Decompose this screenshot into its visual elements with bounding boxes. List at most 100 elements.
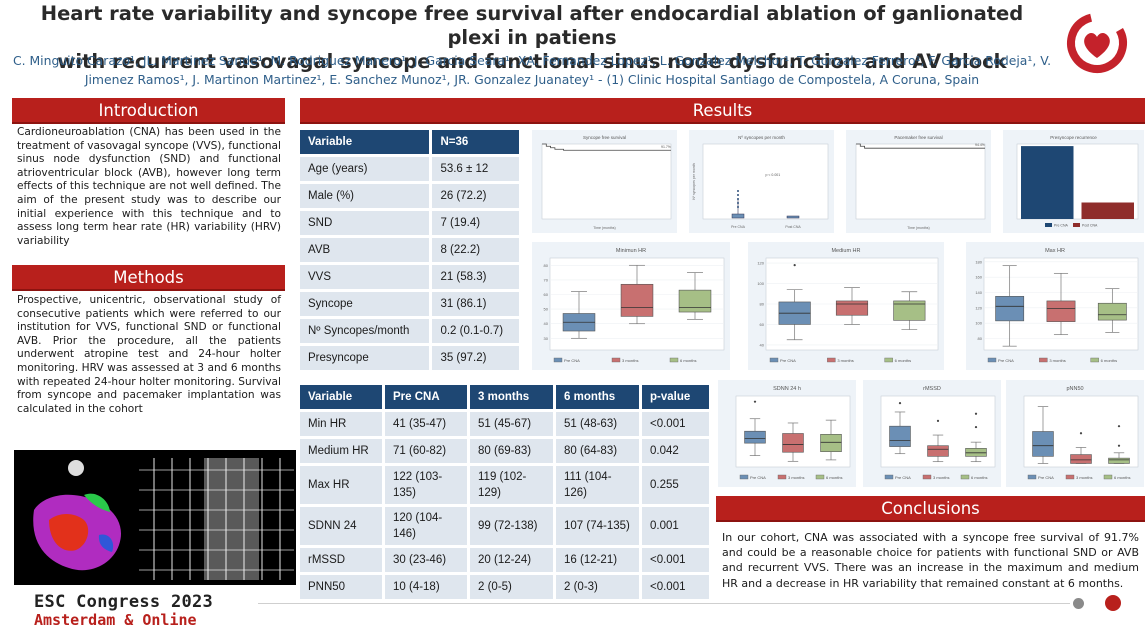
box — [1097, 302, 1127, 321]
outlier-point — [1079, 432, 1083, 435]
outlier-point — [737, 190, 739, 192]
chart-title: Pacemaker free survival — [894, 135, 942, 140]
tick-label: 40 — [760, 342, 765, 347]
table-cell: 80 (64-83) — [556, 439, 642, 463]
pnn50-chart-svg: pNN50 Pre CNA 3 months 6 months — [1023, 386, 1139, 480]
heart-logo-icon — [1067, 13, 1127, 73]
poster-title: Heart rate variability and syncope free … — [12, 2, 1052, 74]
author-list: C. Minguito Carazo¹, JL. Martinez Sande¹… — [12, 51, 1052, 89]
category-label: Pre CNA — [731, 225, 745, 229]
chart-title: Nº syncopes per month — [738, 135, 785, 140]
results-heading: Results — [300, 98, 1145, 124]
table-cell: 26 (72.2) — [432, 184, 519, 208]
grey-dot-icon — [1073, 598, 1084, 609]
outlier-point — [974, 425, 978, 429]
table-cell: 107 (74-135) — [556, 507, 642, 545]
table-cell: Presyncope — [300, 346, 433, 370]
table-cell: Max HR — [300, 466, 385, 504]
legend-swatch — [884, 357, 893, 363]
table-row: Presyncope 35 (97.2) — [300, 346, 519, 370]
table-cell: 120 (104-146) — [385, 507, 470, 545]
p-value-annotation: p < 0.001 — [766, 173, 781, 177]
survival-annotation: 91.7% — [661, 145, 671, 149]
legend-swatch — [1065, 474, 1075, 480]
legend-label: 3 months — [837, 358, 853, 363]
authors-line-1: C. Minguito Carazo¹, JL. Martinez Sande¹… — [12, 53, 1052, 68]
outlier-point — [936, 419, 940, 422]
tick-label: 40 — [544, 321, 549, 326]
table-cell: 119 (102-129) — [470, 466, 556, 504]
legend-label: 3 months — [622, 358, 638, 363]
plot-area — [855, 143, 986, 220]
tick-label: 50 — [544, 307, 549, 312]
tick-label: 160 — [975, 275, 982, 280]
table-row: Nº Syncopes/month 0.2 (0.1-0.7) — [300, 319, 519, 343]
table-cell: rMSSD — [300, 548, 385, 572]
table-header-row: Variable Pre CNA 3 months 6 months p-val… — [300, 385, 709, 409]
box — [1070, 454, 1092, 464]
introduction-text: Cardioneuroablation (CNA) has been used … — [17, 126, 281, 247]
legend-swatch — [1039, 357, 1048, 363]
table-header-cell: N=36 — [432, 130, 519, 154]
box — [889, 425, 911, 447]
table-cell: 7 (19.4) — [432, 211, 519, 235]
table-cell: Syncope — [300, 292, 433, 316]
chart-title: SDNN 24 h — [773, 386, 801, 392]
legend-label: 6 months — [1114, 475, 1130, 480]
box — [731, 213, 745, 219]
table-cell: 21 (58.3) — [432, 265, 519, 289]
box — [893, 300, 926, 321]
chart-medium-hr: Medium HR 40 60 80 100 120 Pre CNA 3 months 6 mo… — [748, 242, 944, 370]
box — [786, 215, 800, 219]
rmssd-chart-svg: rMSSD Pre CNA 3 months 6 months — [880, 386, 996, 480]
legend-label: Pre CNA — [1038, 475, 1054, 480]
box — [678, 289, 712, 313]
table-row: Min HR 41 (35-47) 51 (45-67) 51 (48-63) <0.0… — [300, 412, 709, 436]
red-dot-icon — [1105, 595, 1121, 611]
tick-label: 140 — [975, 290, 982, 295]
table-row: Max HR 122 (103-135) 119 (102-129) 111 (104… — [300, 466, 709, 504]
legend-label: 3 months — [1049, 358, 1065, 363]
chart-title: pNN50 — [1066, 386, 1083, 392]
box — [820, 434, 842, 452]
table-cell: 2 (0-3) — [556, 575, 642, 599]
table-cell: 99 (72-138) — [470, 507, 556, 545]
table-cell: 122 (103-135) — [385, 466, 470, 504]
chart-pnn50: pNN50 Pre CNA 3 months 6 months — [1006, 380, 1144, 487]
table-cell: Age (years) — [300, 157, 433, 181]
table-row: AVB 8 (22.2) — [300, 238, 519, 262]
table-row: SDNN 24 120 (104-146) 99 (72-138) 107 (74-1… — [300, 507, 709, 545]
outlier-point — [898, 402, 902, 405]
legend-label: Post CNA — [1082, 224, 1098, 228]
chart-title: rMSSD — [923, 386, 941, 392]
survival-chart-svg: Syncope free survival 91.7% Time (months) — [541, 135, 672, 230]
conclusions-heading: Conclusions — [716, 496, 1145, 522]
legend-swatch — [777, 474, 787, 480]
table-cell: 35 (97.2) — [432, 346, 519, 370]
chart-rmssd: rMSSD Pre CNA 3 months 6 months — [863, 380, 1001, 487]
table-cell: 41 (35-47) — [385, 412, 470, 436]
table-cell: PNN50 — [300, 575, 385, 599]
legend-label: Pre CNA — [895, 475, 911, 480]
table-cell: 0.001 — [642, 507, 709, 545]
table-cell: Medium HR — [300, 439, 385, 463]
legend-label: 6 months — [826, 475, 842, 480]
outlier-point — [974, 412, 978, 415]
x-axis-label: Time (months) — [593, 226, 615, 230]
table-row: SND 7 (19.4) — [300, 211, 519, 235]
legend-swatch — [884, 474, 894, 480]
legend-swatch — [960, 474, 970, 480]
legend-label: Pre CNA — [998, 358, 1014, 363]
table-cell: SND — [300, 211, 433, 235]
outlier-point — [753, 400, 757, 403]
box — [835, 300, 869, 316]
legend-label: 6 months — [895, 358, 911, 363]
legend-label: Pre CNA — [564, 358, 580, 363]
legend-swatch — [827, 357, 836, 363]
chart-syncope-free-survival: Syncope free survival 91.7% Time (months) — [532, 130, 677, 233]
legend-swatch — [1073, 223, 1080, 227]
table-cell: <0.001 — [642, 548, 709, 572]
legend-swatch — [1045, 223, 1052, 227]
legend-swatch — [769, 357, 779, 363]
